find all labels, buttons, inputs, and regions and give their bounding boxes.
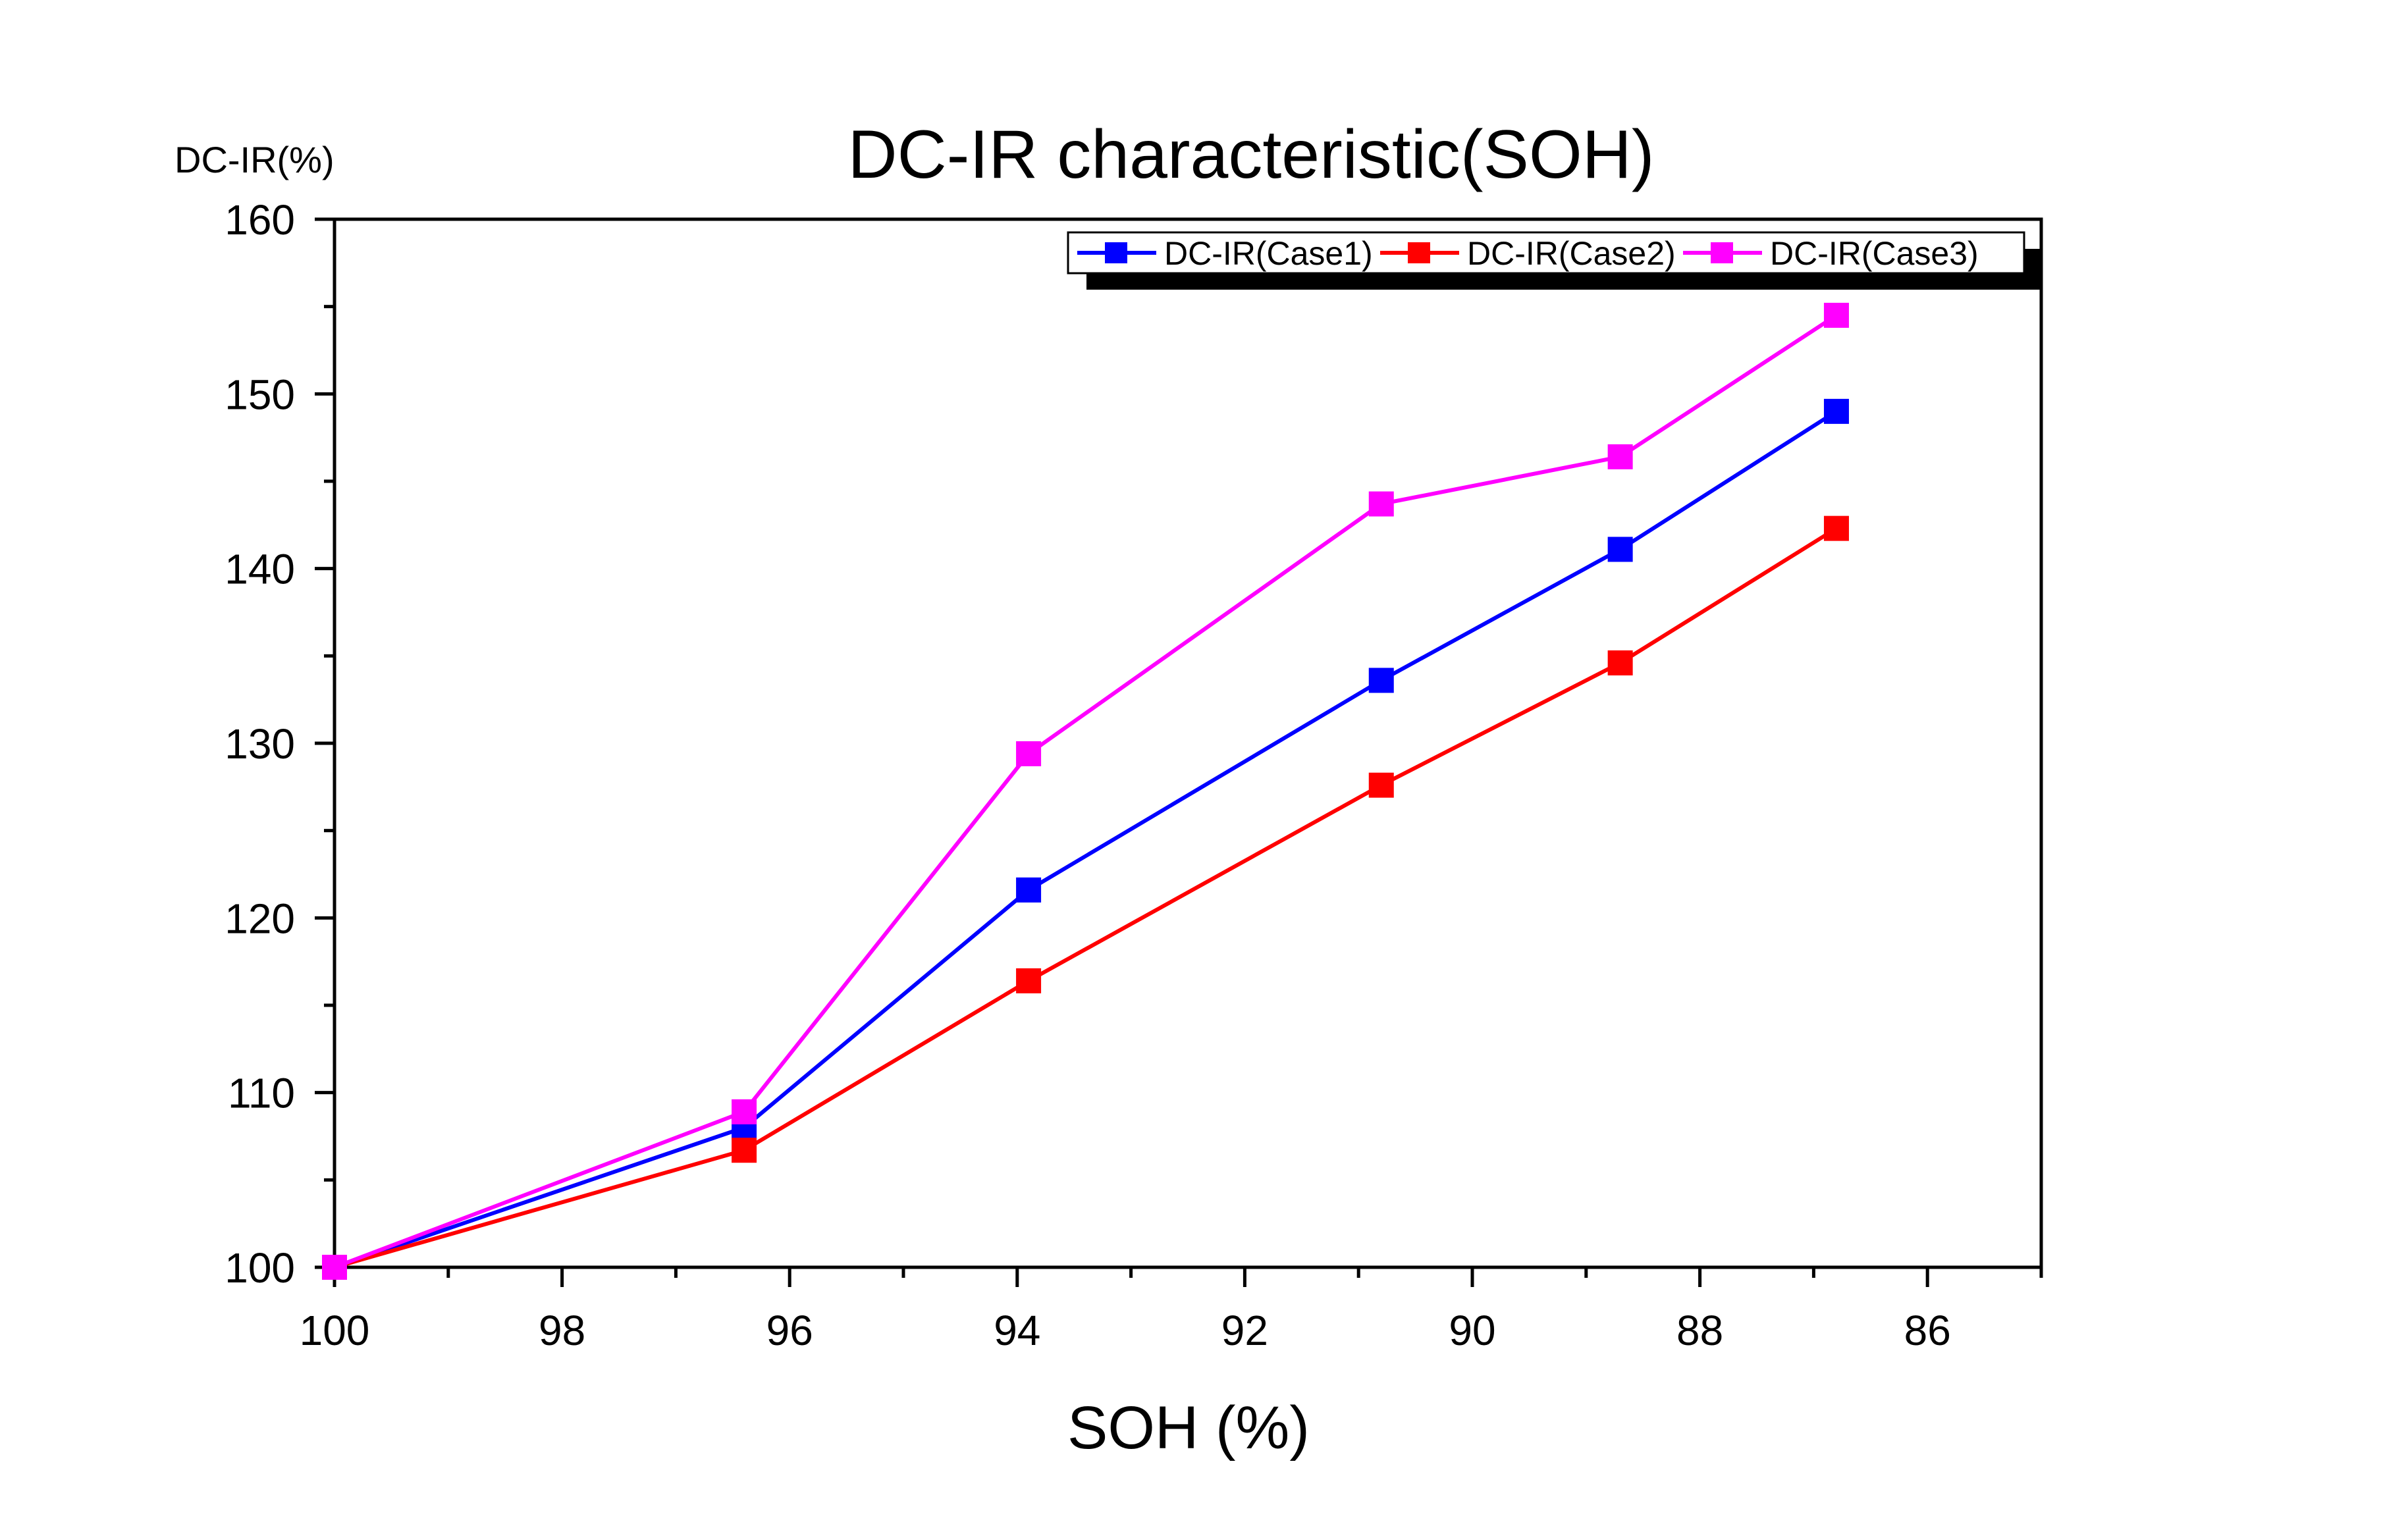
legend-label-case3: DC-IR(Case3)	[1770, 235, 1979, 272]
x-tick-label: 100	[300, 1307, 370, 1354]
x-tick-label: 94	[994, 1307, 1040, 1354]
legend-marker-case1	[1105, 242, 1127, 263]
x-tick-label: 96	[766, 1307, 813, 1354]
data-point-case1	[1368, 668, 1394, 693]
data-point-case3	[1607, 444, 1633, 469]
y-tick-label: 150	[225, 371, 295, 418]
y-tick-label: 100	[225, 1244, 295, 1292]
data-point-case2	[732, 1138, 757, 1163]
data-point-case1	[1823, 398, 1849, 424]
legend-box	[1067, 231, 2025, 275]
data-point-case3	[322, 1255, 347, 1280]
y-tick-label: 160	[225, 196, 295, 244]
legend-marker-case3	[1711, 242, 1733, 263]
x-tick-label: 92	[1221, 1307, 1268, 1354]
series-line-case1	[334, 409, 1838, 1269]
data-point-case3	[1368, 491, 1394, 517]
x-tick-label: 86	[1904, 1307, 1951, 1354]
y-tick-label: 110	[228, 1070, 295, 1117]
series-line-case2	[334, 527, 1838, 1269]
chart-title: DC-IR characteristic(SOH)	[848, 117, 1655, 193]
x-axis-ticks: 100 98 96 94 92 90 88 86	[300, 1267, 2043, 1354]
legend-label-case1: DC-IR(Case1)	[1164, 235, 1373, 272]
data-point-case2	[1368, 772, 1394, 798]
y-tick-label: 140	[225, 546, 295, 593]
data-point-case2	[1607, 650, 1633, 675]
series-layer	[322, 302, 1849, 1280]
legend: DC-IR(Case1) DC-IR(Case2) DC-IR(Case3)	[1067, 231, 2043, 290]
data-point-case1	[1016, 877, 1042, 903]
y-tick-label: 130	[225, 720, 295, 768]
x-tick-label: 88	[1676, 1307, 1723, 1354]
data-point-case3	[1016, 741, 1042, 766]
series-line-case3	[333, 313, 1838, 1269]
data-point-case1	[1607, 537, 1633, 562]
y-tick-label: 120	[225, 895, 295, 942]
data-point-case2	[1823, 515, 1849, 541]
y-axis-label: DC-IR(%)	[174, 139, 334, 180]
legend-marker-case2	[1408, 242, 1430, 263]
legend-items: DC-IR(Case1) DC-IR(Case2) DC-IR(Case3)	[1077, 235, 1979, 272]
y-axis-ticks: 100 110 120 130 140 150 160	[225, 196, 334, 1292]
x-tick-label: 98	[539, 1307, 585, 1354]
legend-label-case2: DC-IR(Case2)	[1467, 235, 1676, 272]
plot-frame	[333, 217, 2043, 1269]
data-point-case2	[1016, 968, 1042, 993]
x-axis-label: SOH (%)	[1067, 1394, 1310, 1461]
x-tick-label: 90	[1449, 1307, 1495, 1354]
data-point-case3	[732, 1099, 757, 1124]
data-point-case3	[1823, 302, 1849, 328]
